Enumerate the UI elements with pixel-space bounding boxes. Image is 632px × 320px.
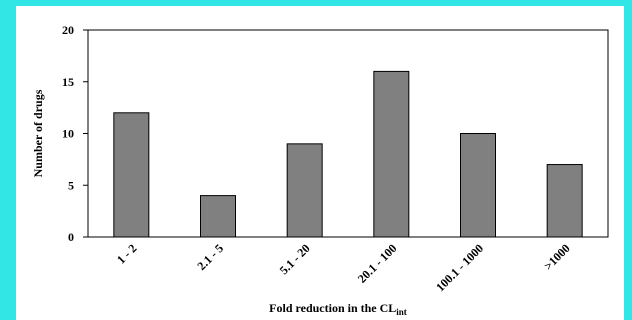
y-tick-label: 10	[62, 127, 74, 141]
x-axis-ticks: 1 - 2 2.1 - 5 5.1 - 20 20.1 - 100 100.1 - 10…	[114, 241, 573, 294]
x-axis-title: Fold reduction in the CLint	[269, 301, 407, 317]
x-tick-label: >1000	[541, 241, 573, 273]
y-tick-label: 15	[62, 75, 74, 89]
y-tick-label: 5	[68, 178, 74, 192]
x-axis-title-main: Fold reduction in the CL	[269, 301, 396, 315]
x-axis-title-subscript: int	[396, 307, 407, 317]
x-tick-label: 5.1 - 20	[277, 241, 313, 277]
x-tick-label: 100.1 - 1000	[433, 241, 486, 294]
x-tick-label: 20.1 - 100	[355, 241, 400, 286]
y-tick-label: 20	[62, 23, 74, 37]
y-axis-title: Number of drugs	[31, 89, 45, 177]
plot-frame	[87, 29, 609, 238]
x-tick-label: 2.1 - 5	[194, 241, 226, 273]
bar-5	[546, 164, 583, 238]
bar-1	[200, 195, 236, 238]
bar-0	[113, 112, 150, 238]
x-tick-label: 1 - 2	[114, 241, 139, 266]
bar-2	[286, 143, 323, 238]
bars	[113, 70, 583, 238]
bar-4	[460, 133, 496, 238]
bar-3	[373, 70, 410, 238]
y-tick-label: 0	[68, 230, 74, 244]
y-axis-ticks: 0 5 10 15 20	[62, 23, 88, 244]
